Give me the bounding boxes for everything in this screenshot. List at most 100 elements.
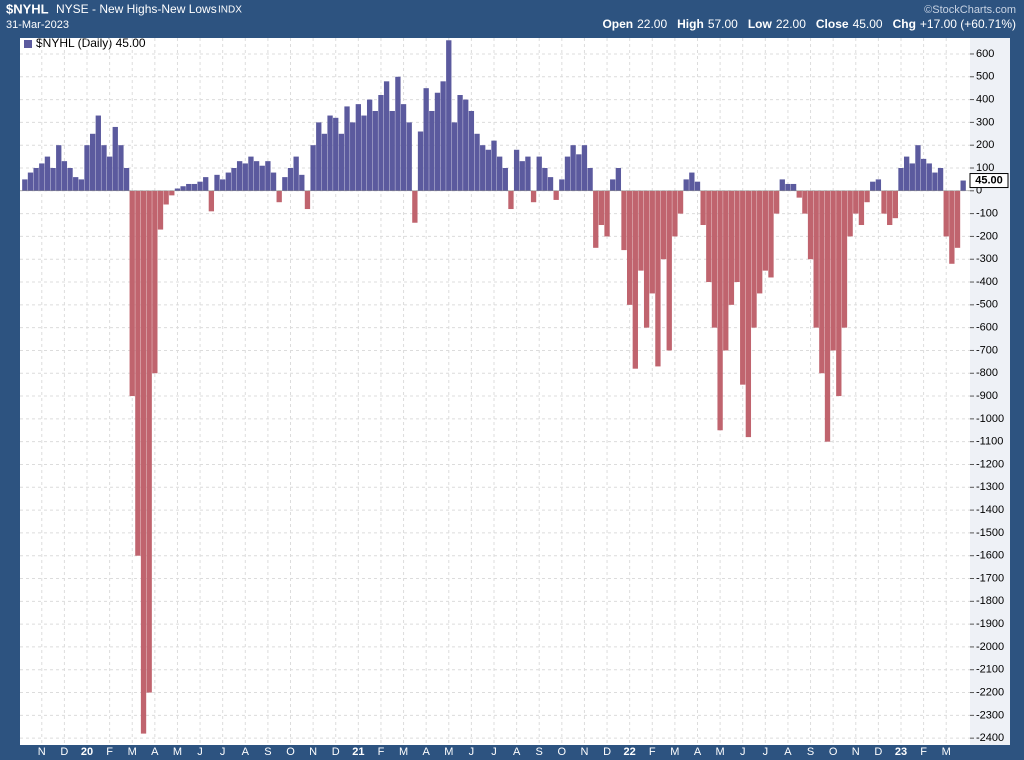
bar <box>570 145 576 191</box>
bar <box>316 122 322 191</box>
last-value-label: 45.00 <box>975 174 1003 186</box>
bar <box>790 183 797 191</box>
x-tick-label: A <box>422 746 430 758</box>
exchange: INDX <box>218 5 242 16</box>
x-tick-label: F <box>920 746 927 758</box>
bar <box>214 174 220 191</box>
x-tick-label: O <box>829 746 838 758</box>
bar <box>723 190 729 351</box>
legend-swatch <box>24 40 32 48</box>
x-tick-label: S <box>807 746 814 758</box>
y-tick-label: -500 <box>976 299 998 311</box>
bar <box>932 172 938 191</box>
y-tick-label: -1700 <box>976 572 1004 584</box>
bar <box>242 163 248 191</box>
bar <box>338 133 345 191</box>
bar <box>683 179 689 191</box>
bar <box>39 163 45 191</box>
bar <box>174 188 181 191</box>
axis-panel <box>970 38 1010 745</box>
y-tick-label: -2100 <box>976 664 1004 676</box>
y-tick-label: -1900 <box>976 618 1004 630</box>
y-tick-label: -600 <box>976 322 998 334</box>
x-tick-label: M <box>716 746 725 758</box>
x-tick-label: J <box>740 746 746 758</box>
bar <box>841 190 848 328</box>
bar <box>672 190 678 237</box>
bar <box>152 190 158 374</box>
x-tick-label: D <box>603 746 611 758</box>
bar <box>146 190 152 693</box>
bar <box>643 190 650 328</box>
bar <box>129 190 135 397</box>
bar <box>706 190 712 283</box>
x-tick-label: 20 <box>81 746 93 758</box>
bar <box>208 190 215 212</box>
bar <box>909 163 915 191</box>
bar <box>180 186 186 191</box>
x-tick-label: N <box>309 746 317 758</box>
x-tick-label: M <box>399 746 408 758</box>
bar <box>513 149 520 191</box>
bar <box>248 156 254 191</box>
symbol-name: NYSE - New Highs-New Lows <box>56 2 217 16</box>
watermark: ©StockCharts.com <box>924 4 1016 16</box>
bar <box>870 181 876 191</box>
bar <box>502 167 508 191</box>
x-tick-label: J <box>491 746 497 758</box>
x-tick-label: O <box>286 746 295 758</box>
bar <box>694 181 701 191</box>
bar <box>700 190 706 226</box>
stat-label: Chg <box>893 17 916 31</box>
bar <box>197 181 203 191</box>
bar <box>824 190 831 442</box>
bar <box>157 190 164 230</box>
x-tick-label: S <box>264 746 271 758</box>
y-tick-label: -2000 <box>976 641 1004 653</box>
x-tick-label: A <box>151 746 159 758</box>
bar <box>536 156 542 191</box>
x-tick-label: F <box>378 746 385 758</box>
bar <box>67 167 73 191</box>
bar <box>525 156 531 191</box>
bar <box>666 190 672 351</box>
bar <box>423 88 429 191</box>
bar <box>807 190 814 260</box>
y-tick-label: -2400 <box>976 732 1004 744</box>
bar <box>920 158 927 191</box>
bar <box>853 190 859 214</box>
bar <box>819 190 825 374</box>
bar <box>474 133 480 191</box>
x-tick-label: M <box>670 746 679 758</box>
y-tick-label: -1000 <box>976 413 1004 425</box>
bar <box>163 190 169 205</box>
y-tick-label: 200 <box>976 139 994 151</box>
bar <box>926 163 932 191</box>
y-tick-label: -400 <box>976 276 998 288</box>
bar <box>655 190 661 367</box>
bar <box>169 190 175 196</box>
bar <box>745 190 752 438</box>
bar <box>350 122 356 191</box>
bar <box>84 145 90 191</box>
x-tick-label: J <box>220 746 226 758</box>
bar <box>451 122 458 191</box>
bar <box>310 145 316 191</box>
bar <box>773 190 780 214</box>
bar <box>660 190 667 260</box>
bar <box>943 190 949 237</box>
bar <box>689 172 695 191</box>
x-tick-label: A <box>784 746 792 758</box>
bar <box>220 179 226 191</box>
bar <box>270 172 277 191</box>
bar <box>604 190 610 237</box>
y-tick-label: -1100 <box>976 436 1003 448</box>
bar <box>463 99 469 191</box>
bar <box>61 161 68 191</box>
bar <box>649 190 655 294</box>
bar <box>892 190 898 219</box>
bar <box>383 81 390 191</box>
bar <box>768 190 774 278</box>
stat-label: Open <box>602 17 633 31</box>
bar <box>253 161 260 191</box>
